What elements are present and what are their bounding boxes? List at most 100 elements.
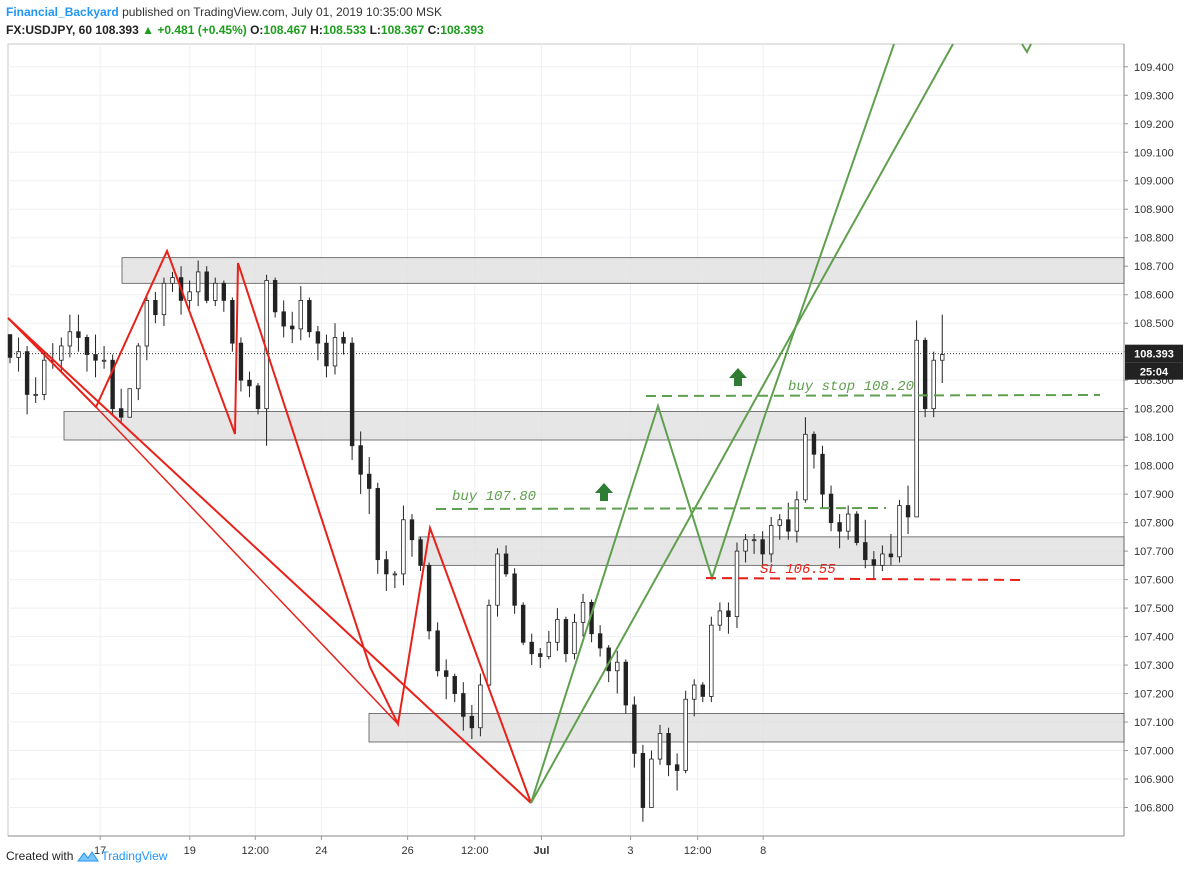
candle-body [161, 282, 167, 316]
candle-body [854, 513, 859, 543]
candle [546, 630, 552, 660]
candle-body [238, 342, 244, 381]
candle [255, 383, 261, 415]
y-tick-label: 107.000 [1134, 746, 1174, 758]
candle [298, 286, 303, 341]
candle-body [572, 621, 577, 655]
candle [726, 602, 731, 634]
candle-body [666, 733, 671, 766]
candle-body [290, 325, 295, 330]
candle [144, 294, 150, 361]
candle [940, 314, 945, 384]
candle-body [213, 282, 218, 301]
x-tick-label: 12:00 [242, 845, 270, 857]
candle-body [529, 641, 534, 655]
candle-body [247, 379, 252, 387]
candle [435, 622, 440, 677]
current-price-label: 108.393 [1134, 349, 1174, 361]
candle-body [392, 573, 398, 576]
candle [520, 602, 526, 646]
candle [349, 337, 355, 460]
candle-body [332, 337, 338, 367]
created-with-text: Created with [6, 849, 74, 863]
candle-body [375, 488, 380, 561]
candle-body [127, 388, 132, 418]
candle-body [93, 354, 98, 361]
candle-body [837, 522, 842, 532]
candle [452, 673, 457, 703]
y-tick-label: 107.200 [1134, 689, 1174, 701]
candle-body [597, 633, 603, 649]
tradingview-link[interactable]: TradingView [101, 849, 168, 863]
candle [563, 616, 569, 663]
candle-body [443, 670, 449, 677]
candle [657, 724, 663, 765]
candle-body [820, 453, 825, 495]
candle-body [692, 684, 697, 700]
y-tick-label: 108.600 [1134, 290, 1174, 302]
candle-body [486, 604, 492, 686]
candle-body [16, 351, 21, 358]
y-tick-label: 109.000 [1134, 176, 1174, 188]
candle [597, 625, 603, 657]
candle [7, 334, 13, 364]
author-link[interactable]: Financial_Backyard [6, 5, 119, 19]
candle-body [734, 550, 740, 618]
candle [649, 750, 654, 808]
candle-body [170, 277, 175, 284]
candle-body [563, 619, 569, 655]
candle [666, 727, 671, 777]
candle [204, 266, 209, 304]
candle [854, 511, 859, 546]
publish-info: Financial_Backyard published on TradingV… [6, 5, 442, 19]
candle [461, 682, 466, 731]
candle [281, 300, 286, 338]
candle-body [931, 359, 936, 410]
candle-body [888, 553, 894, 558]
y-tick-label: 109.400 [1134, 62, 1174, 74]
candle [794, 491, 800, 543]
candle [59, 337, 64, 372]
candle-body [110, 359, 115, 410]
candle [418, 536, 423, 572]
candle [820, 445, 825, 509]
candle [367, 457, 372, 515]
candle [811, 431, 817, 469]
candle [803, 417, 808, 503]
candle-body [649, 758, 654, 808]
candle [384, 551, 389, 591]
candle-body [42, 359, 47, 395]
candle-body [76, 331, 81, 338]
countdown-label: 25:04 [1140, 367, 1169, 379]
candle [307, 297, 312, 338]
candle-body [298, 300, 303, 330]
candle [683, 690, 688, 774]
x-tick-label: 24 [315, 845, 327, 857]
candle [837, 514, 842, 549]
candle-body [272, 280, 278, 313]
bullish-pattern-line [530, 43, 954, 804]
candle-body [153, 300, 158, 316]
candle [272, 277, 278, 318]
candle-body [435, 630, 440, 672]
candle [863, 519, 868, 569]
price-change: ▲ +0.481 (+0.45%) [142, 23, 247, 37]
candle-body [580, 601, 586, 623]
y-tick-label: 107.600 [1134, 575, 1174, 587]
candle [42, 351, 47, 401]
candle [401, 505, 406, 586]
candle [469, 704, 475, 740]
y-tick-label: 107.800 [1134, 518, 1174, 530]
x-tick-label: 19 [184, 845, 196, 857]
candle-body [811, 433, 817, 455]
bullish-pattern-tip [1021, 43, 1032, 55]
candle [392, 571, 398, 589]
candle [845, 505, 851, 540]
candle-body [503, 553, 509, 575]
candle-body [255, 385, 261, 410]
candle [247, 371, 252, 398]
candle-body [512, 573, 517, 606]
candle [93, 334, 98, 378]
candle [67, 314, 73, 358]
